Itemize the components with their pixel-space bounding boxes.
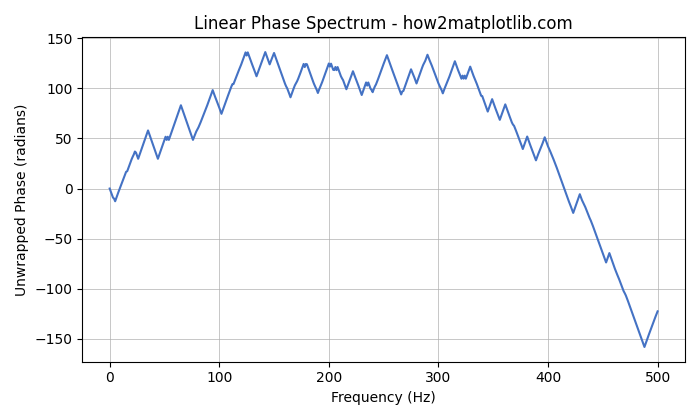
Y-axis label: Unwrapped Phase (radians): Unwrapped Phase (radians) — [15, 103, 29, 296]
Title: Linear Phase Spectrum - how2matplotlib.com: Linear Phase Spectrum - how2matplotlib.c… — [195, 15, 573, 33]
X-axis label: Frequency (Hz): Frequency (Hz) — [331, 391, 436, 405]
